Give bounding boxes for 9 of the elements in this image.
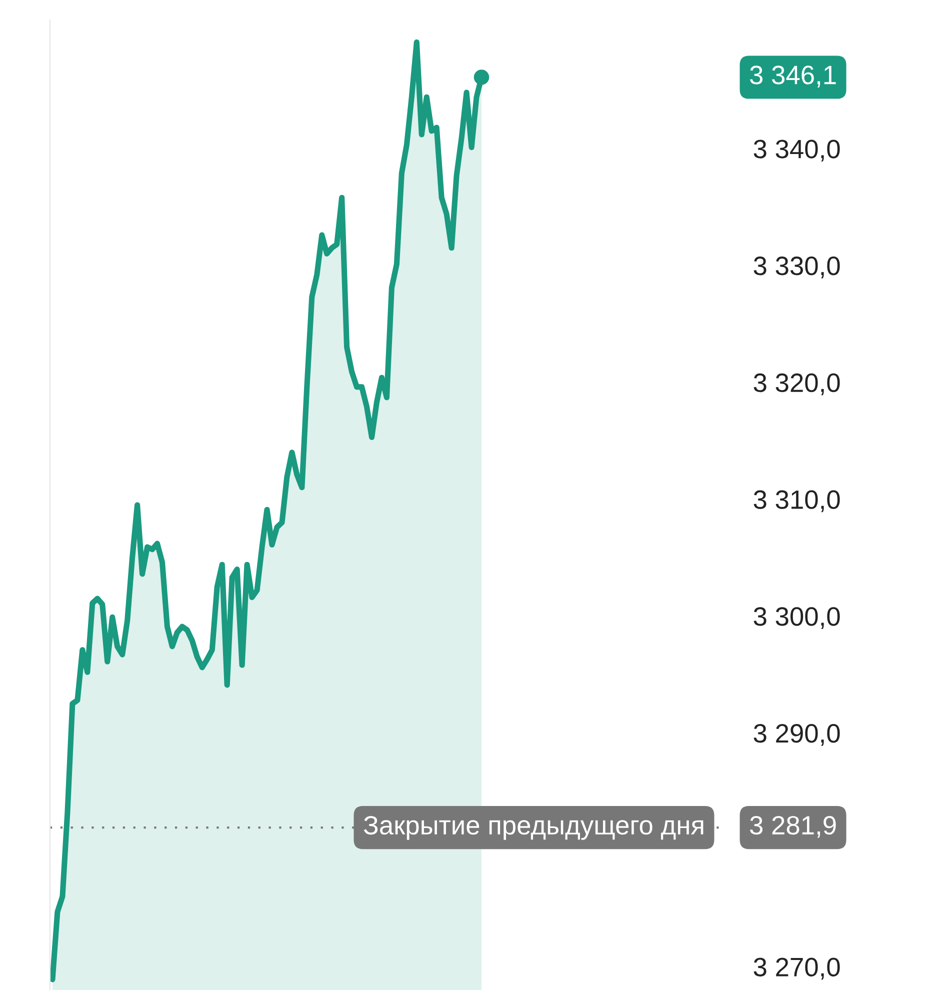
y-tick-label: 3 310,0 xyxy=(754,490,840,512)
y-tick-label: 3 300,0 xyxy=(754,607,840,629)
y-tick-label: 3 270,0 xyxy=(754,958,840,980)
y-tick-label: 3 330,0 xyxy=(754,256,840,278)
y-tick-label: 3 320,0 xyxy=(754,373,840,396)
text: 3 281,9 xyxy=(750,816,836,838)
y-tick-label: 3 290,0 xyxy=(754,724,840,746)
text: 3 346,1 xyxy=(750,66,836,88)
y-tick-label: 3 340,0 xyxy=(754,140,840,162)
